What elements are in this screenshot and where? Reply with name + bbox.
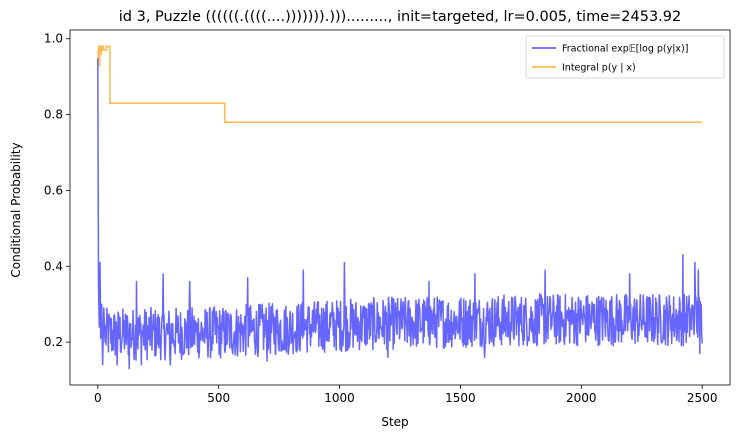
y-axis: 0.2 0.4 0.6 0.8 1.0	[44, 32, 70, 349]
x-tick-label: 1000	[324, 391, 355, 405]
y-tick-label: 0.8	[44, 108, 63, 122]
x-tick-label: 2000	[566, 391, 597, 405]
y-axis-title: Conditional Probability	[9, 142, 23, 277]
plot-area	[69, 29, 731, 386]
y-tick-label: 0.2	[44, 335, 63, 349]
legend: Fractional exp𝔼[log p(y|x)] Integral p(y …	[525, 35, 725, 79]
legend-box	[525, 35, 725, 79]
legend-label: Fractional exp𝔼[log p(y|x)]	[562, 44, 688, 55]
series-integral-line	[97, 45, 703, 123]
series-fractional-line	[97, 57, 703, 370]
plot-frame	[69, 29, 731, 386]
y-tick-label: 0.4	[44, 259, 63, 273]
legend-items: Fractional exp𝔼[log p(y|x)] Integral p(y …	[532, 44, 688, 74]
chart-title: id 3, Puzzle ((((((.((((....))))))).))).…	[119, 9, 682, 25]
legend-label: Integral p(y | x)	[562, 63, 636, 74]
x-tick-label: 2500	[687, 391, 718, 405]
y-tick-label: 0.6	[44, 183, 63, 197]
x-tick-label: 1500	[445, 391, 476, 405]
x-tick-label: 0	[94, 391, 102, 405]
y-tick-label: 1.0	[44, 32, 63, 46]
x-tick-label: 500	[207, 391, 230, 405]
x-axis-title: Step	[381, 415, 408, 429]
x-axis: 0 500 1000 1500 2000 2500	[94, 385, 717, 405]
series-layer	[97, 45, 703, 370]
